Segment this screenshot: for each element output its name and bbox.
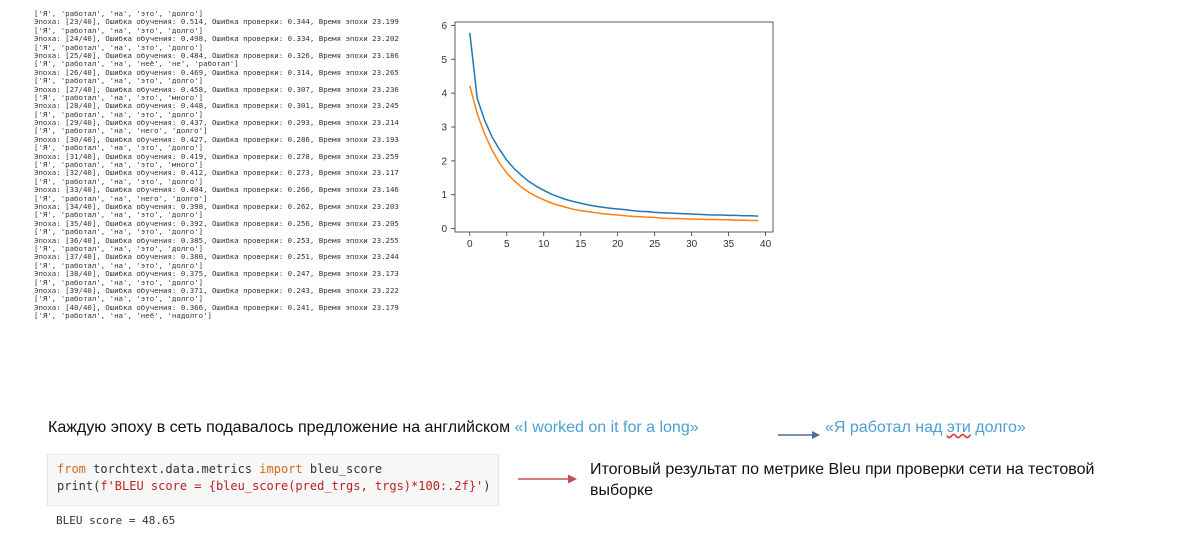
log-line: ['Я', 'работал', 'на', 'него', 'долго'] — [34, 193, 208, 203]
log-line: ['Я', 'работал', 'на', 'это', 'долго'] — [34, 294, 204, 304]
log-line: Эпоха: [38/40], Ошибка обучения: 0.375, … — [34, 269, 399, 279]
code-cell[interactable]: from torchtext.data.metrics import bleu_… — [47, 454, 499, 506]
y-tick-label: 5 — [441, 55, 447, 66]
log-line: Эпоха: [23/40], Ошибка обучения: 0.514, … — [34, 17, 399, 27]
log-line: ['Я', 'работал', 'на', 'это', 'долго'] — [34, 176, 204, 186]
spellcheck-underlined-word: эти — [946, 419, 971, 436]
russian-translation: «Я работал над эти долго» — [825, 419, 1026, 437]
x-tick-label: 20 — [612, 239, 624, 250]
y-tick-label: 2 — [441, 156, 447, 167]
code-text: bleu_score — [302, 462, 383, 476]
log-line: ['Я', 'работал', 'на', 'это', 'долго'] — [34, 9, 204, 18]
log-line: Эпоха: [33/40], Ошибка обучения: 0.404, … — [34, 185, 399, 195]
chart-plot-area — [454, 21, 774, 233]
training-log-output: ['Я', 'работал', 'на', 'это', 'долго'] Эп… — [34, 9, 434, 321]
log-line: ['Я', 'работал', 'на', 'это', 'долго'] — [34, 210, 204, 220]
log-line: ['Я', 'работал', 'на', 'это', 'много'] — [34, 160, 204, 170]
x-tick-label: 5 — [504, 239, 510, 250]
log-line: Эпоха: [25/40], Ошибка обучения: 0.484, … — [34, 50, 399, 60]
keyword: import — [259, 462, 303, 476]
log-line: Эпоха: [26/40], Ошибка обучения: 0.469, … — [34, 67, 399, 77]
log-line: Эпоха: [35/40], Ошибка обучения: 0.392, … — [34, 218, 399, 228]
x-tick-label: 35 — [723, 239, 735, 250]
code-output: BLEU score = 48.65 — [56, 514, 176, 527]
log-line: Эпоха: [40/40], Ошибка обучения: 0.366, … — [34, 302, 399, 312]
log-line: ['Я', 'работал', 'на', 'это', 'долго'] — [34, 109, 204, 119]
series-line-2 — [469, 85, 759, 222]
log-line: ['Я', 'работал', 'на', 'это', 'долго'] — [34, 25, 204, 35]
series-line-1 — [469, 32, 759, 217]
x-tick-label: 40 — [760, 239, 772, 250]
log-line: ['Я', 'работал', 'на', 'него', 'долго'] — [34, 126, 208, 136]
keyword: from — [57, 462, 86, 476]
russian-translation-part: долго» — [970, 419, 1026, 436]
log-line: Эпоха: [27/40], Ошибка обучения: 0.458, … — [34, 84, 399, 94]
y-tick-label: 3 — [441, 123, 447, 134]
log-line: ['Я', 'работал', 'на', 'это', 'долго'] — [34, 277, 204, 287]
y-tick-label: 6 — [441, 21, 447, 32]
log-line: ['Я', 'работал', 'на', 'это', 'долго'] — [34, 243, 204, 253]
x-tick-label: 30 — [686, 239, 698, 250]
x-tick-label: 15 — [575, 239, 587, 250]
x-tick-label: 10 — [538, 239, 550, 250]
string-literal: f'BLEU score = {bleu_score(pred_trgs, tr… — [100, 479, 484, 493]
log-line: ['Я', 'работал', 'на', 'это', 'долго'] — [34, 227, 204, 237]
y-tick-label: 0 — [441, 224, 447, 235]
log-line: ['Я', 'работал', 'на', 'это', 'долго'] — [34, 143, 204, 153]
log-line: Эпоха: [29/40], Ошибка обучения: 0.437, … — [34, 118, 399, 128]
log-line: ['Я', 'работал', 'на', 'это', 'много'] — [34, 92, 204, 102]
y-tick-label: 1 — [441, 190, 447, 201]
code-text: print( — [57, 479, 101, 493]
y-tick-label: 4 — [441, 89, 447, 100]
russian-translation-part: «Я работал над — [825, 419, 947, 436]
log-line: Эпоха: [39/40], Ошибка обучения: 0.371, … — [34, 285, 399, 295]
log-line: Эпоха: [37/40], Ошибка обучения: 0.380, … — [34, 252, 399, 262]
log-line: Эпоха: [32/40], Ошибка обучения: 0.412, … — [34, 168, 399, 178]
log-line: ['Я', 'работал', 'на', 'это', 'долго'] — [34, 42, 204, 52]
log-line: ['Я', 'работал', 'на', 'это', 'долго'] — [34, 76, 204, 86]
code-text: ) — [483, 479, 491, 493]
loss-chart: 0 5 10 15 20 25 30 35 40 0 1 2 3 4 5 6 — [441, 21, 774, 250]
result-description: Итоговый результат по метрике Bleu при п… — [590, 461, 1095, 499]
arrow-right-icon — [518, 474, 577, 484]
log-line: ['Я', 'работал', 'на', 'неё', 'надолго'] — [34, 311, 212, 321]
english-sentence: «I worked on it for a long» — [514, 419, 699, 436]
caption-text: Каждую эпоху в сеть подавалось предложен… — [48, 419, 515, 436]
experiment-caption: Каждую эпоху в сеть подавалось предложен… — [48, 419, 1026, 437]
log-line: Эпоха: [28/40], Ошибка обучения: 0.448, … — [34, 101, 399, 111]
log-line: Эпоха: [24/40], Ошибка обучения: 0.498, … — [34, 34, 399, 44]
log-line: Эпоха: [34/40], Ошибка обучения: 0.398, … — [34, 201, 399, 211]
x-tick-label: 0 — [467, 239, 473, 250]
log-line: Эпоха: [31/40], Ошибка обучения: 0.419, … — [34, 151, 399, 161]
log-line: ['Я', 'работал', 'на', 'это', 'долго'] — [34, 260, 204, 270]
code-text: torchtext.data.metrics — [85, 462, 260, 476]
log-line: Эпоха: [30/40], Ошибка обучения: 0.427, … — [34, 134, 399, 144]
log-line: ['Я', 'работал', 'на', 'неё', 'не', 'раб… — [34, 59, 239, 69]
arrow-right-icon — [778, 431, 820, 439]
log-line: Эпоха: [36/40], Ошибка обучения: 0.385, … — [34, 235, 399, 245]
x-tick-label: 25 — [649, 239, 661, 250]
